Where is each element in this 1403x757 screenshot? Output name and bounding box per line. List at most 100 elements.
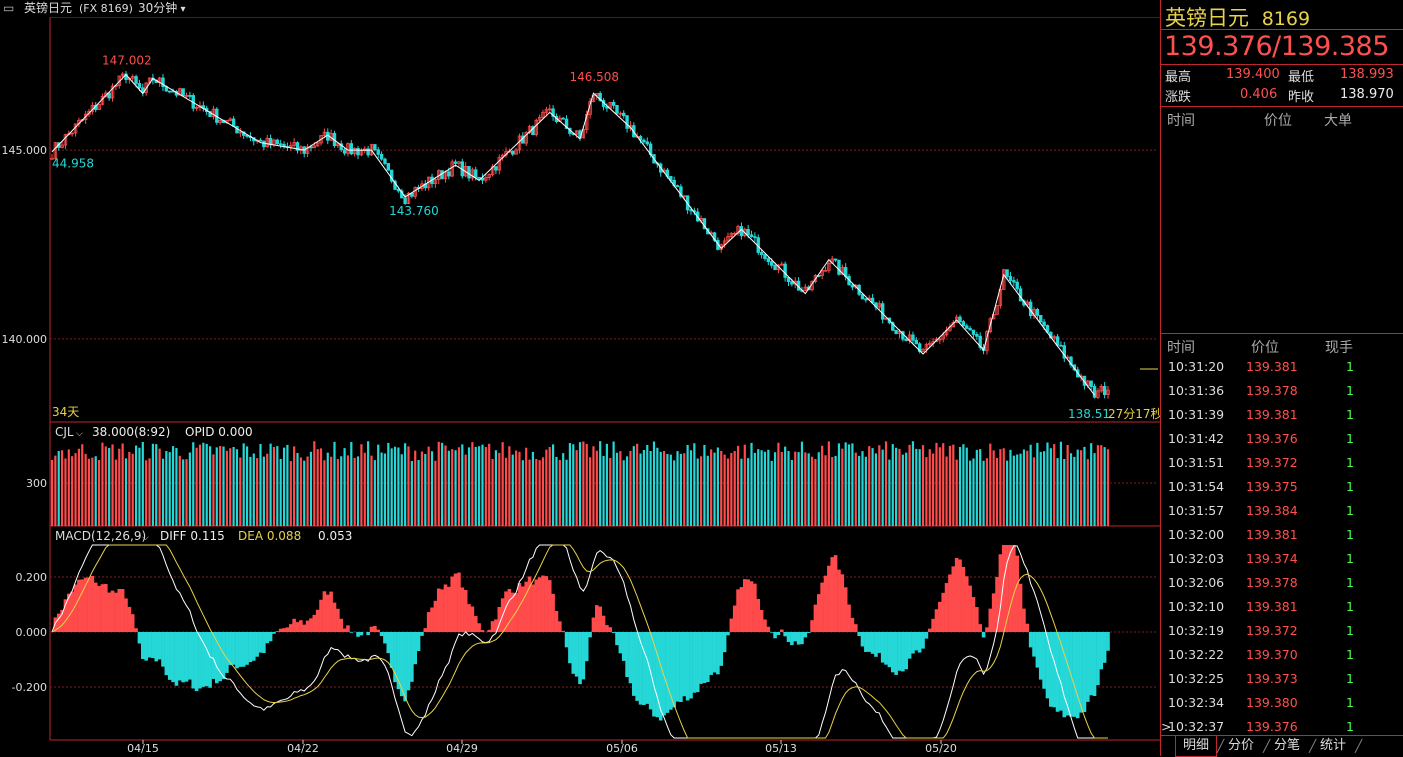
candle-body xyxy=(622,112,626,117)
candle-body xyxy=(880,303,885,320)
candle-body xyxy=(726,236,730,242)
candle-body xyxy=(1086,380,1090,386)
date-label: 04/15 xyxy=(127,742,159,755)
tick-row[interactable]: 10:31:20 139.381 1 xyxy=(1161,355,1403,379)
tick-row[interactable]: 10:32:25 139.373 1 xyxy=(1161,667,1403,691)
candle-body xyxy=(403,197,407,204)
candle-body xyxy=(574,130,579,135)
candle-body xyxy=(346,143,350,154)
tab-separator: ╱ xyxy=(1217,739,1225,753)
high-label: 最高 xyxy=(1165,70,1192,85)
volume-value: 38.000(8:92) xyxy=(92,425,170,439)
minimize-icon[interactable]: ▭ xyxy=(3,1,15,15)
tick-row[interactable]: 10:31:57 139.384 1 xyxy=(1161,499,1403,523)
date-label: 05/13 xyxy=(765,742,797,755)
candle-body xyxy=(487,174,491,178)
tick-price: 139.381 xyxy=(1246,599,1298,614)
candle-body xyxy=(917,343,922,352)
candle-body xyxy=(813,275,818,283)
bid-ask-price: 139.376/139.385 xyxy=(1164,31,1389,62)
candle-body xyxy=(780,263,784,266)
candle-body xyxy=(564,118,569,129)
tab-statistics[interactable]: 统计 xyxy=(1319,738,1346,753)
trough-label: 44.958 xyxy=(52,157,94,171)
tick-row[interactable]: 10:32:22 139.370 1 xyxy=(1161,643,1403,667)
tick-row[interactable]: >10:32:37 139.376 1 xyxy=(1161,715,1403,739)
chart-canvas[interactable]: 145.000 140.000 300 0.200 0.000 -0.200 147.002… xyxy=(0,0,1160,756)
candle-body xyxy=(864,298,868,301)
tick-price: 139.375 xyxy=(1246,479,1298,494)
tick-row[interactable]: 10:32:10 139.381 1 xyxy=(1161,595,1403,619)
tick-row[interactable]: 10:31:36 139.378 1 xyxy=(1161,379,1403,403)
candle-body xyxy=(524,132,528,144)
candle-body xyxy=(827,262,831,271)
candle-body xyxy=(477,176,481,179)
big-order-time-header: 时间 xyxy=(1167,113,1195,129)
tick-row[interactable]: 10:31:51 139.372 1 xyxy=(1161,451,1403,475)
candle-body xyxy=(383,158,387,164)
tick-row[interactable]: 10:31:54 139.375 1 xyxy=(1161,475,1403,499)
period-selector[interactable]: 30分钟 ▾ xyxy=(138,0,185,18)
date-label: 04/29 xyxy=(446,742,478,755)
tab-price-distribution[interactable]: 分价 xyxy=(1227,738,1254,753)
tick-time: 10:31:36 xyxy=(1168,383,1225,398)
candle-body xyxy=(1062,345,1066,359)
candle-body xyxy=(1039,314,1043,323)
ticks-price-header: 价位 xyxy=(1251,340,1279,356)
tick-row[interactable]: 10:32:34 139.380 1 xyxy=(1161,691,1403,715)
tick-time: 10:32:06 xyxy=(1168,575,1225,590)
tick-row[interactable]: 10:31:39 139.381 1 xyxy=(1161,403,1403,427)
candle-body xyxy=(366,148,370,156)
candle-body xyxy=(615,104,619,114)
tick-row[interactable]: 10:32:19 139.372 1 xyxy=(1161,619,1403,643)
tick-time: 10:32:10 xyxy=(1168,599,1225,614)
tick-row[interactable]: 10:32:00 139.381 1 xyxy=(1161,523,1403,547)
tick-row[interactable]: 10:32:03 139.374 1 xyxy=(1161,547,1403,571)
tick-volume: 1 xyxy=(1346,623,1354,638)
volume-axis-label: 300 xyxy=(26,477,47,490)
ticks-volume-header: 现手 xyxy=(1325,340,1353,356)
candle-body xyxy=(208,111,212,117)
tick-volume: 1 xyxy=(1346,455,1354,470)
candle-body xyxy=(531,126,535,136)
tick-volume: 1 xyxy=(1346,695,1354,710)
candle-body xyxy=(706,228,710,235)
candle-body xyxy=(198,105,202,108)
divider xyxy=(1161,735,1403,736)
candle-body xyxy=(921,348,925,352)
candle-body xyxy=(537,116,542,121)
candle-body xyxy=(961,321,966,327)
candle-body xyxy=(309,146,313,149)
candle-body xyxy=(289,144,293,148)
candle-body xyxy=(373,144,377,151)
macd-value: 0.053 xyxy=(318,529,352,543)
candle-body xyxy=(645,141,649,145)
candle-body xyxy=(110,85,115,99)
tab-trades[interactable]: 分笔 xyxy=(1273,738,1300,753)
candle-body xyxy=(833,258,838,261)
candle-body xyxy=(134,76,138,84)
tick-row[interactable]: 10:31:42 139.376 1 xyxy=(1161,427,1403,451)
tick-row[interactable]: 10:32:06 139.378 1 xyxy=(1161,571,1403,595)
candle-body xyxy=(746,228,750,236)
candle-body xyxy=(840,267,845,275)
tick-price: 139.373 xyxy=(1246,671,1298,686)
candle-body xyxy=(739,226,744,237)
opid-value: OPID 0.000 xyxy=(185,425,253,439)
tick-time: 10:31:54 xyxy=(1168,479,1225,494)
candle-body xyxy=(1052,336,1056,339)
candle-body xyxy=(534,119,538,136)
divider xyxy=(1161,333,1403,334)
candle-body xyxy=(968,327,972,331)
date-label: 04/22 xyxy=(287,742,319,755)
tick-time: 10:32:00 xyxy=(1168,527,1225,542)
tab-detail[interactable]: 明细 xyxy=(1175,736,1217,757)
candle-body xyxy=(914,339,919,345)
panel-title: 英镑日元 8169 xyxy=(1165,2,1310,32)
high-value: 139.400 xyxy=(1226,67,1280,82)
row-marker: > xyxy=(1161,719,1172,734)
tick-volume: 1 xyxy=(1346,383,1354,398)
days-label: 34天 xyxy=(52,405,79,419)
candle-body xyxy=(406,192,411,204)
candle-body xyxy=(675,185,680,188)
